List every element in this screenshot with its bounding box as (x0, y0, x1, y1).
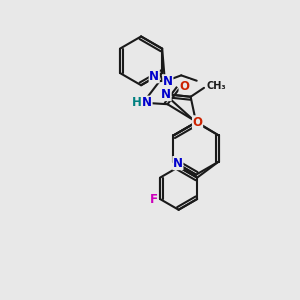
Text: H: H (132, 96, 142, 109)
Text: CH₃: CH₃ (206, 81, 226, 92)
Text: N: N (142, 96, 152, 109)
Text: N: N (173, 157, 183, 169)
Text: N: N (163, 75, 173, 88)
Text: F: F (149, 193, 158, 206)
Text: N: N (149, 70, 159, 83)
Text: O: O (193, 116, 202, 129)
Text: O: O (179, 80, 189, 93)
Text: N: N (161, 88, 171, 100)
